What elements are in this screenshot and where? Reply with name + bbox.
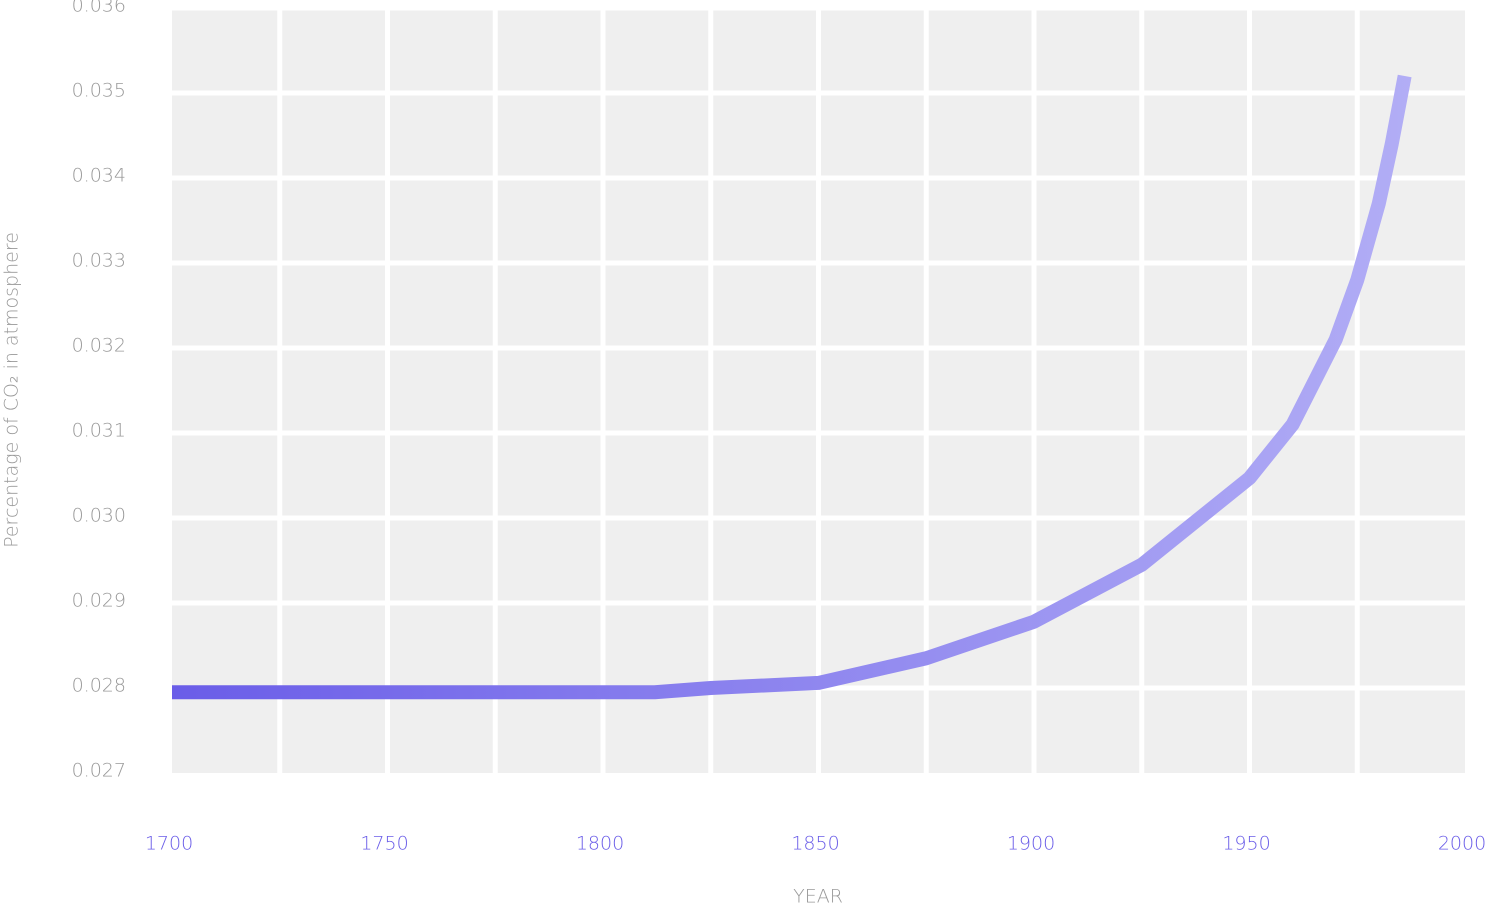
line [172, 74, 1412, 700]
x-tick-label: 1900 [1007, 833, 1055, 855]
y-tick-label: 0.029 [72, 590, 126, 612]
x-tick-label: 2000 [1438, 833, 1486, 855]
y-tick-label: 0.032 [72, 335, 126, 357]
y-tick-label: 0.028 [72, 675, 126, 697]
y-tick-label: 0.030 [72, 505, 126, 527]
x-tick-label: 1850 [791, 833, 839, 855]
y-tick-label: 0.031 [72, 420, 126, 442]
x-tick-label: 1700 [145, 833, 193, 855]
y-tick-label: 0.027 [72, 760, 126, 782]
y-tick-label: 0.034 [72, 165, 126, 187]
x-tick-label: 1800 [576, 833, 624, 855]
y-tick-label: 0.033 [72, 250, 126, 272]
x-tick-label: 1750 [360, 833, 408, 855]
y-axis-label: Percentage of CO₂ in atmosphere [1, 232, 23, 548]
x-tick-label: 1950 [1222, 833, 1270, 855]
y-tick-label: 0.036 [72, 0, 126, 17]
y-tick-label: 0.035 [72, 80, 126, 102]
x-axis-label: YEAR [793, 886, 843, 906]
